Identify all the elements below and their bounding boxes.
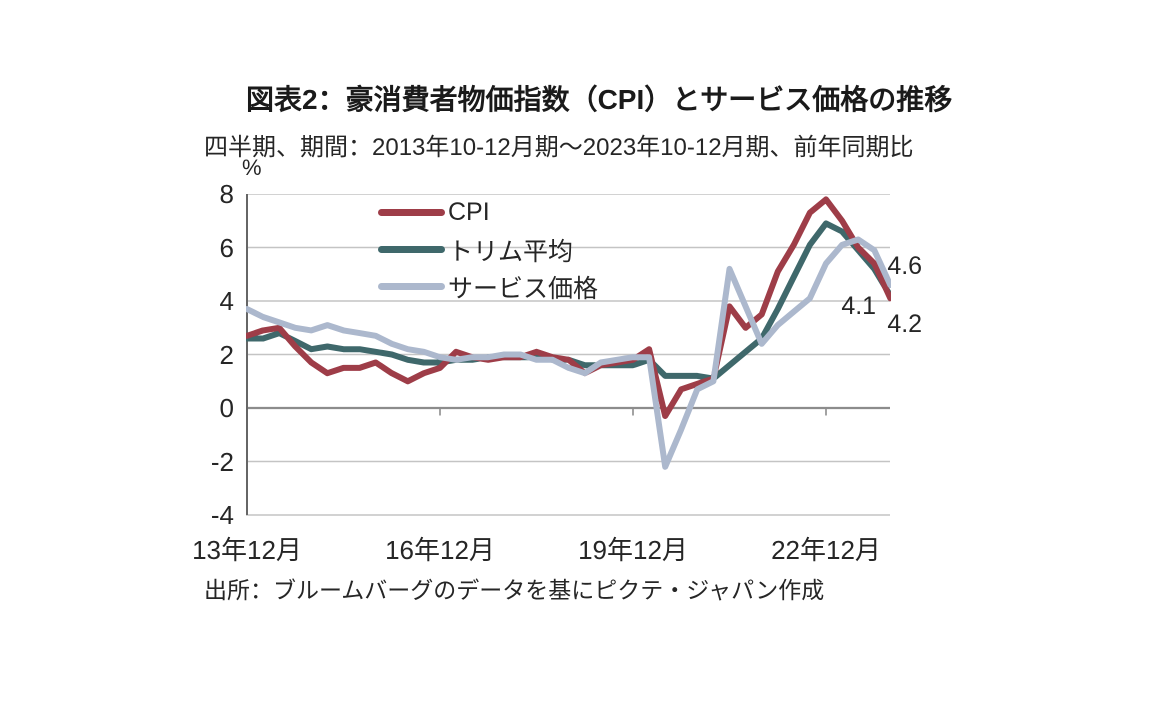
- y-axis-label-0: 0: [219, 393, 234, 423]
- x-axis-label-3: 22年12月: [771, 535, 881, 565]
- legend-swatch-trimmed_mean: [378, 246, 445, 253]
- legend-swatch-cpi: [378, 209, 445, 216]
- x-axis-label-1: 16年12月: [385, 535, 495, 565]
- y-axis-label--4: -4: [210, 500, 234, 530]
- legend-label-trimmed_mean: トリム平均: [448, 237, 574, 266]
- y-axis-unit-label: %: [242, 155, 262, 180]
- data-label-trimmed_mean: 4.2: [887, 309, 923, 338]
- data-label-services: 4.6: [887, 251, 923, 280]
- legend-swatch-services: [378, 283, 445, 290]
- legend-item-services: サービス価格: [378, 268, 598, 305]
- plot-svg: [246, 194, 891, 516]
- legend-item-cpi: CPI: [378, 194, 598, 231]
- legend: CPI トリム平均サービス価格: [378, 194, 598, 305]
- y-axis-label-8: 8: [219, 179, 234, 209]
- y-axis-label-2: 2: [219, 339, 234, 370]
- series-line-cpi: [246, 196, 891, 419]
- legend-label-services: サービス価格: [448, 274, 599, 303]
- y-axis-label--2: -2: [210, 446, 234, 477]
- y-axis-label-4: 4: [219, 286, 234, 316]
- legend-label-cpi: CPI: [448, 198, 490, 226]
- legend-item-trimmed_mean: トリム平均: [378, 231, 598, 268]
- chart-title: 図表2：豪消費者物価指数（CPI）とサービス価格の推移: [246, 84, 953, 115]
- series-line-services: [246, 236, 891, 470]
- data-label-cpi: 4.1: [841, 292, 877, 321]
- x-axis-label-0: 13年12月: [192, 535, 302, 565]
- x-axis-label-2: 19年12月: [578, 535, 688, 565]
- chart-subtitle: 四半期、期間：2013年10-12月期～2023年10-12月期、前年同期比: [204, 134, 914, 161]
- y-axis-label-6: 6: [219, 232, 234, 263]
- source-note: 出所：ブルームバーグのデータを基にピクテ・ジャパン作成: [204, 577, 825, 603]
